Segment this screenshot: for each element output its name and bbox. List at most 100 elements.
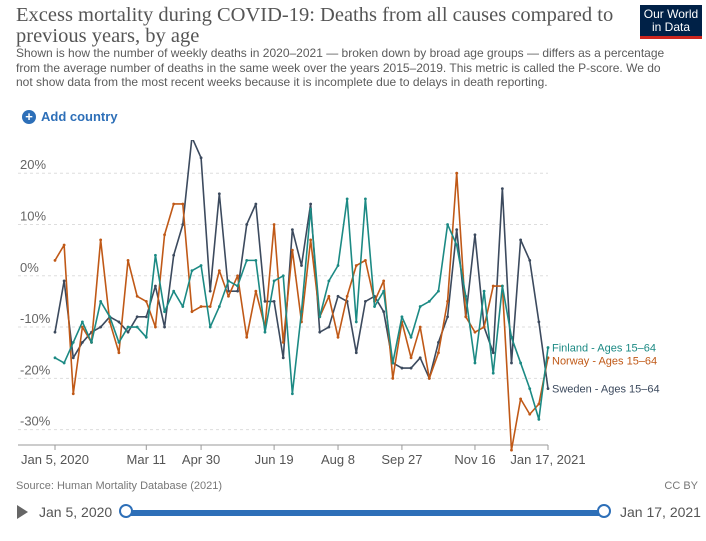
data-point[interactable]	[190, 269, 194, 273]
series-label[interactable]: Finland - Ages 15–64	[552, 343, 656, 355]
data-point[interactable]	[409, 366, 413, 370]
data-point[interactable]	[464, 315, 468, 319]
data-point[interactable]	[309, 202, 313, 206]
data-point[interactable]	[217, 192, 221, 196]
data-point[interactable]	[245, 335, 249, 339]
data-point[interactable]	[163, 233, 166, 237]
data-point[interactable]	[437, 341, 440, 344]
data-point[interactable]	[300, 264, 303, 267]
data-point[interactable]	[53, 356, 57, 360]
data-point[interactable]	[135, 294, 139, 298]
series-label[interactable]: Sweden - Ages 15–64	[552, 384, 660, 396]
timeline-end-handle[interactable]	[597, 504, 611, 518]
timeline-start-handle[interactable]	[119, 504, 133, 518]
data-point[interactable]	[354, 264, 358, 267]
data-point[interactable]	[227, 289, 230, 293]
data-point[interactable]	[236, 274, 239, 278]
data-point[interactable]	[62, 243, 66, 247]
data-point[interactable]	[391, 361, 395, 365]
data-point[interactable]	[126, 325, 130, 329]
data-point[interactable]	[254, 258, 258, 262]
data-point[interactable]	[281, 356, 285, 360]
data-point[interactable]	[327, 279, 331, 283]
data-point[interactable]	[309, 238, 313, 242]
data-point[interactable]	[217, 305, 221, 308]
data-point[interactable]	[190, 310, 194, 314]
data-point[interactable]	[172, 202, 176, 206]
data-point[interactable]	[318, 315, 322, 319]
data-point[interactable]	[409, 335, 413, 339]
data-point[interactable]	[99, 238, 103, 242]
license-note[interactable]: CC BY	[664, 480, 698, 492]
data-point[interactable]	[364, 300, 367, 303]
data-point[interactable]	[446, 223, 449, 226]
data-point[interactable]	[208, 325, 212, 329]
data-point[interactable]	[53, 330, 57, 334]
data-point[interactable]	[172, 289, 176, 293]
data-point[interactable]	[345, 197, 349, 201]
data-point[interactable]	[491, 351, 495, 355]
data-point[interactable]	[90, 341, 93, 344]
data-point[interactable]	[208, 289, 212, 293]
data-point[interactable]	[510, 361, 513, 365]
play-icon[interactable]	[17, 505, 28, 519]
data-point[interactable]	[263, 300, 267, 303]
data-point[interactable]	[336, 294, 340, 298]
data-point[interactable]	[427, 300, 431, 303]
data-point[interactable]	[491, 371, 495, 375]
data-point[interactable]	[126, 258, 130, 262]
data-point[interactable]	[300, 310, 303, 314]
data-point[interactable]	[537, 320, 541, 324]
data-point[interactable]	[500, 187, 504, 190]
data-point[interactable]	[510, 448, 513, 452]
data-point[interactable]	[272, 223, 276, 226]
data-point[interactable]	[172, 253, 176, 257]
data-point[interactable]	[327, 294, 331, 298]
data-point[interactable]	[154, 253, 157, 257]
data-point[interactable]	[181, 223, 185, 226]
timeline-track[interactable]	[126, 510, 604, 516]
data-point[interactable]	[144, 315, 148, 319]
data-point[interactable]	[108, 315, 112, 319]
data-point[interactable]	[199, 264, 203, 267]
data-point[interactable]	[400, 366, 404, 370]
data-point[interactable]	[227, 294, 230, 298]
data-point[interactable]	[373, 305, 376, 308]
data-point[interactable]	[108, 320, 112, 324]
data-point[interactable]	[163, 310, 166, 314]
data-point[interactable]	[62, 361, 66, 365]
data-point[interactable]	[154, 284, 157, 288]
data-point[interactable]	[144, 300, 148, 303]
data-point[interactable]	[418, 356, 422, 360]
data-point[interactable]	[135, 325, 139, 329]
data-point[interactable]	[519, 361, 523, 365]
data-point[interactable]	[245, 223, 249, 226]
data-point[interactable]	[80, 341, 84, 344]
data-point[interactable]	[537, 402, 541, 406]
data-point[interactable]	[528, 387, 532, 390]
data-point[interactable]	[437, 351, 440, 355]
data-point[interactable]	[71, 392, 75, 396]
data-point[interactable]	[281, 274, 285, 278]
data-point[interactable]	[290, 392, 294, 396]
data-point[interactable]	[71, 341, 75, 344]
data-point[interactable]	[208, 305, 212, 308]
data-point[interactable]	[53, 258, 57, 262]
data-point[interactable]	[236, 284, 239, 288]
data-point[interactable]	[446, 315, 449, 319]
data-point[interactable]	[464, 294, 468, 298]
data-point[interactable]	[418, 305, 422, 308]
data-point[interactable]	[181, 305, 185, 308]
data-point[interactable]	[528, 258, 532, 262]
data-point[interactable]	[510, 335, 513, 339]
data-point[interactable]	[391, 376, 395, 380]
data-point[interactable]	[427, 376, 431, 380]
data-point[interactable]	[99, 300, 103, 303]
data-point[interactable]	[117, 341, 121, 344]
data-point[interactable]	[400, 315, 404, 319]
data-point[interactable]	[154, 325, 157, 329]
data-point[interactable]	[455, 243, 459, 247]
owid-logo[interactable]: Our World in Data	[640, 5, 702, 39]
data-point[interactable]	[528, 412, 532, 416]
data-point[interactable]	[382, 310, 386, 314]
